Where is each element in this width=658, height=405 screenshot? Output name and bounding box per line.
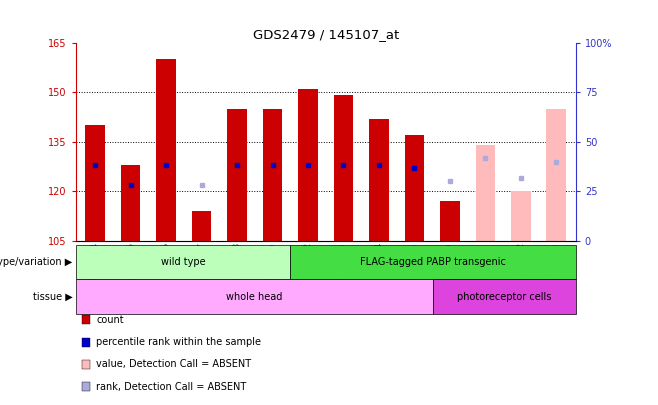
Bar [547,109,566,241]
Bar [298,89,318,241]
Bar [121,165,140,241]
Bar [290,245,576,279]
Text: genotype/variation ▶: genotype/variation ▶ [0,257,72,267]
Bar [440,201,459,241]
Text: count: count [96,315,124,325]
Bar [86,125,105,241]
Bar [405,135,424,241]
Title: GDS2479 / 145107_at: GDS2479 / 145107_at [253,28,399,41]
Bar [263,109,282,241]
Text: whole head: whole head [226,292,282,302]
Bar [433,279,576,314]
Text: rank, Detection Call = ABSENT: rank, Detection Call = ABSENT [96,382,246,392]
Bar [511,191,530,241]
Bar [476,145,495,241]
Text: FLAG-tagged PABP transgenic: FLAG-tagged PABP transgenic [360,257,506,267]
Bar [192,211,211,241]
Bar [334,96,353,241]
Bar [76,245,290,279]
Text: wild type: wild type [161,257,205,267]
Bar [76,279,433,314]
Text: photoreceptor cells: photoreceptor cells [457,292,551,302]
Text: percentile rank within the sample: percentile rank within the sample [96,337,261,347]
Bar [227,109,247,241]
Text: value, Detection Call = ABSENT: value, Detection Call = ABSENT [96,360,251,369]
Bar [157,59,176,241]
Bar [369,119,389,241]
Text: tissue ▶: tissue ▶ [33,292,72,302]
